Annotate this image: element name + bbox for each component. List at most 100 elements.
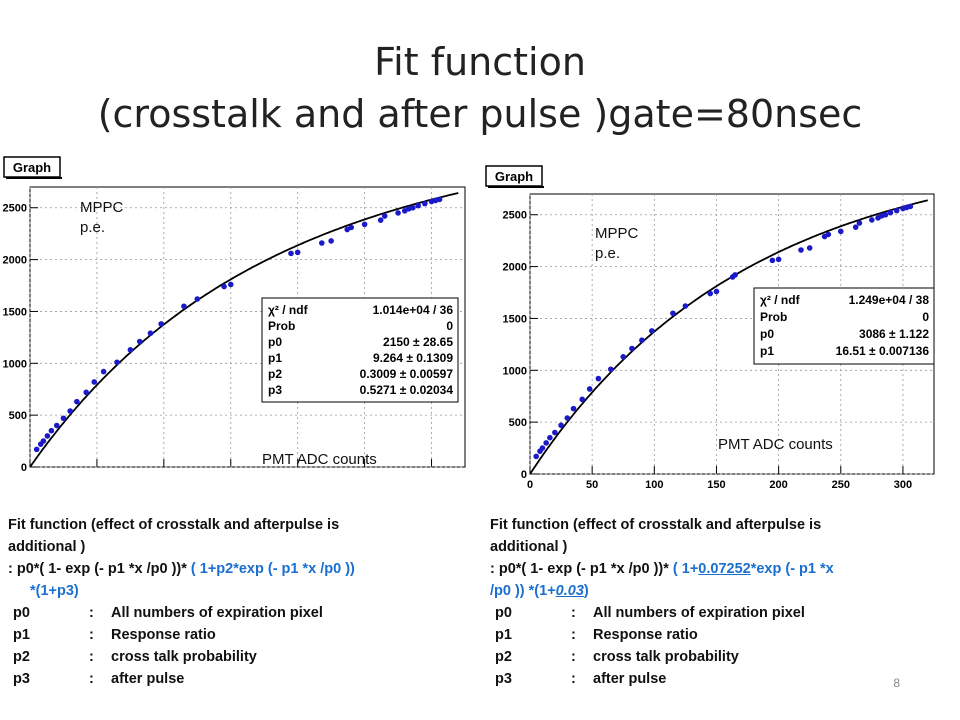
param-list: p0: All numbers of expiration pixel p1: Re… [490, 602, 958, 690]
data-point [147, 330, 154, 337]
formula-line: : p0*( 1- exp (- p1 *x /p0 ))* ( 1+p2*ex… [8, 561, 355, 577]
data-point [629, 345, 635, 352]
data-point [436, 196, 443, 203]
data-point [60, 415, 67, 422]
graph-title-shadow [488, 186, 544, 188]
data-point [682, 303, 689, 309]
x-tick-label: 50 [586, 479, 598, 491]
data-point [570, 405, 577, 412]
data-point [67, 408, 73, 414]
graph-title-shadow [6, 177, 62, 179]
data-point [410, 204, 416, 211]
data-point [806, 245, 813, 251]
x-tick-label: 100 [645, 479, 663, 491]
data-point [53, 422, 60, 429]
stats-box [753, 287, 935, 365]
data-point [882, 211, 889, 218]
data-point [713, 288, 720, 295]
data-point [91, 379, 98, 385]
data-point [852, 224, 859, 230]
x-tick-label: 150 [707, 479, 725, 491]
desc-line-1: Fit function (effect of crosstalk and af… [490, 517, 822, 533]
data-point [377, 217, 384, 223]
y-tick-label: 1000 [503, 365, 527, 377]
y-tick-label: 0 [21, 462, 27, 473]
fit-graph-left: Graph 0 50 100 150 200 250 300 0 500 1000 1500 2000 2… [3, 156, 466, 473]
data-point [558, 422, 564, 429]
y-tick-label: 2500 [3, 203, 27, 215]
formula-line: : p0*( 1- exp (- p1 *x /p0 ))* ( 1+0.072… [490, 561, 834, 577]
param-row-p3: p3: after pulse [495, 671, 667, 687]
data-point [44, 433, 51, 439]
stat-label: p2 [268, 367, 282, 381]
graph-title: Graph [13, 160, 51, 175]
data-point [83, 389, 90, 396]
x-tick-label: 150 [222, 472, 240, 473]
param-row-p1: p1: Response ratio [495, 627, 698, 643]
data-point [547, 434, 553, 441]
desc-line-2: additional ) [8, 539, 86, 555]
y-tick-label: 1000 [3, 358, 27, 370]
data-point [732, 272, 738, 278]
stat-value: 9.264 ± 0.1309 [373, 351, 453, 365]
stat-value: 1.249e+04 / 38 [849, 293, 930, 307]
stat-value: 3086 ± 1.122 [859, 327, 929, 341]
stat-value: 16.51 ± 0.007136 [836, 344, 930, 358]
stat-label: p3 [268, 383, 282, 397]
y-tick-label: 0 [521, 469, 527, 481]
data-point [194, 296, 201, 302]
param-row-p3: p3: after pulse [13, 671, 185, 687]
x-tick-label: 50 [91, 472, 103, 473]
data-point [127, 347, 134, 353]
data-point [775, 256, 782, 263]
param-list: p0: All numbers of expiration pixel p1: Re… [8, 602, 478, 690]
param-row-p0: p0: All numbers of expiration pixel [495, 605, 805, 621]
param-row-p2: p2: cross talk probability [13, 649, 257, 665]
stat-label: χ² / ndf [268, 303, 309, 317]
param-row-p1: p1: Response ratio [13, 627, 216, 643]
y-tick-label: 2000 [503, 262, 527, 274]
param-row-p0: p0: All numbers of expiration pixel [13, 605, 323, 621]
page-number: 8 [893, 676, 900, 690]
data-point [318, 240, 325, 246]
data-point [837, 228, 844, 235]
data-point [114, 359, 120, 366]
data-point [74, 398, 80, 405]
slide-title: Fit function (crosstalk and after pulse … [0, 36, 960, 140]
title-line-2: (crosstalk and after pulse )gate=80nsec [97, 92, 863, 136]
data-point [422, 200, 428, 207]
x-tick-label: 200 [769, 479, 787, 491]
data-point [395, 210, 401, 216]
data-point [887, 209, 894, 216]
y-tick-label: 2500 [503, 210, 527, 222]
formula-line-2: *(1+p3) [30, 583, 79, 599]
stat-value: 1.014e+04 / 36 [373, 303, 454, 317]
ylabel-right: MPPC p.e. [595, 225, 639, 262]
x-tick-label: 250 [355, 472, 373, 473]
fit-description-left: Fit function (effect of crosstalk and af… [8, 514, 478, 690]
data-point [539, 445, 546, 451]
stat-value: 0.3009 ± 0.00597 [360, 367, 454, 381]
xlabel-left: PMT ADC counts [262, 451, 377, 468]
formula-line-2: /p0 )) *(1+0.03) [490, 583, 589, 599]
y-tick-label: 2000 [3, 255, 27, 267]
x-tick-label: 300 [422, 472, 440, 473]
data-point [798, 247, 804, 253]
stat-label: χ² / ndf [760, 293, 801, 307]
data-point [181, 303, 187, 310]
stat-label: p0 [760, 327, 774, 341]
data-point [533, 453, 540, 460]
title-line-1: Fit function [374, 40, 586, 84]
x-tick-label: 100 [155, 472, 173, 473]
x-tick-label: 0 [527, 479, 533, 491]
x-tick-label: 300 [894, 479, 912, 491]
data-point [227, 281, 234, 288]
data-point [670, 310, 676, 317]
y-tick-label: 500 [9, 410, 27, 422]
param-row-p2: p2: cross talk probability [495, 649, 739, 665]
data-point [361, 221, 368, 228]
data-point [158, 321, 164, 327]
ylabel-left: MPPC p.e. [80, 199, 124, 236]
stats-box [261, 297, 459, 403]
data-point [328, 238, 334, 244]
